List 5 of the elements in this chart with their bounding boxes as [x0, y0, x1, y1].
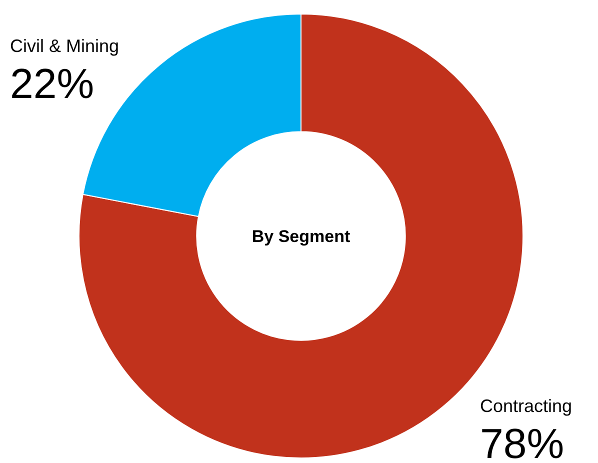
data-label: 78% — [480, 420, 564, 463]
text: By Segment — [252, 226, 350, 246]
slice-label: Contracting — [480, 396, 572, 416]
data-label: 22% — [10, 60, 94, 107]
slice-label: Civil & Mining — [10, 36, 120, 56]
